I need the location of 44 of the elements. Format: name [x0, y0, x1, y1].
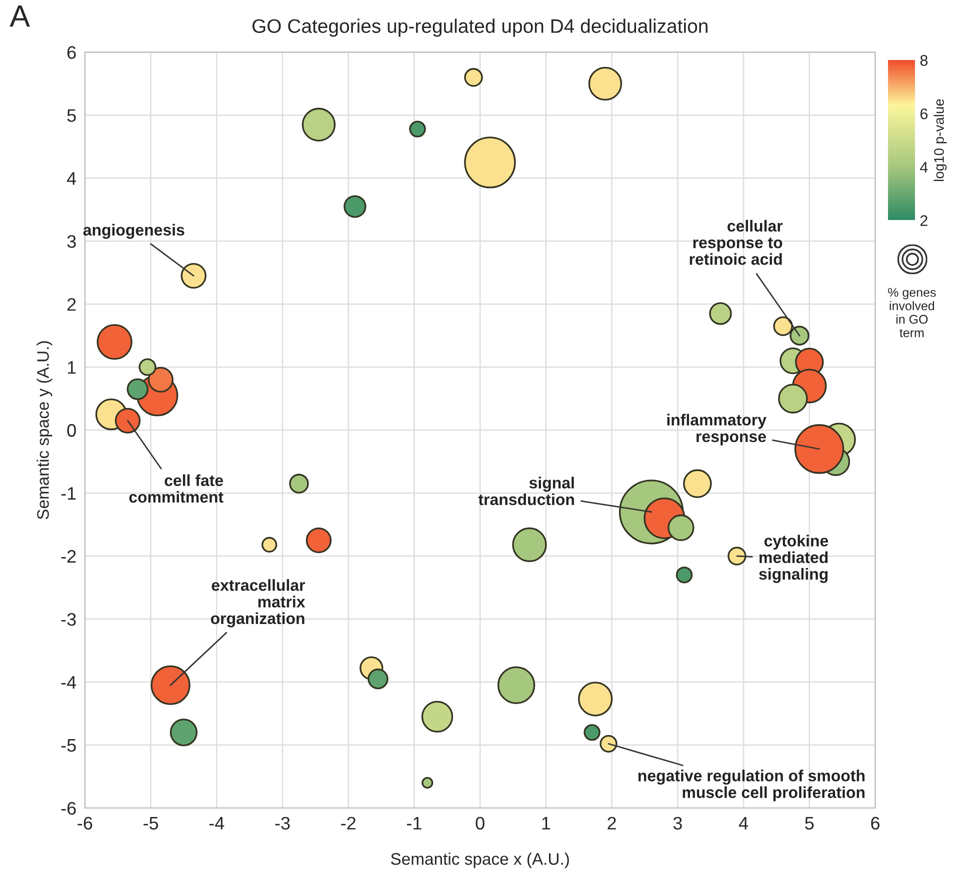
y-tick-label: -2 [61, 550, 76, 563]
y-tick-label: 2 [67, 298, 76, 311]
annotation: cellular response to retinoic acid [690, 220, 783, 265]
annotation: inflammatory response [667, 414, 766, 446]
y-axis-title: Semantic space y (A.U.) [36, 341, 52, 520]
x-tick-label: -2 [341, 816, 356, 830]
y-tick-label: 0 [67, 424, 76, 437]
x-tick-label: 1 [542, 817, 550, 830]
color-bar-label: 8 [920, 55, 928, 66]
text: A [10, 6, 30, 27]
color-bar-label: 2 [920, 215, 928, 226]
color-bar-title: log10 p-value [934, 99, 947, 182]
text: % genes involved in GO term [888, 288, 936, 338]
x-tick-label: 6 [871, 816, 880, 830]
annotation: signal transduction [478, 476, 574, 506]
x-tick-label: -5 [144, 817, 158, 830]
x-tick-label: 2 [608, 816, 616, 830]
y-tick-label: -4 [61, 676, 76, 689]
y-tick-label: 5 [67, 109, 76, 122]
y-tick-label: 6 [67, 46, 76, 59]
annotation: cell fate commitment [129, 474, 224, 503]
annotation: angiogenesis [83, 224, 184, 239]
y-tick-label: -3 [61, 612, 76, 626]
color-bar-label: 6 [920, 108, 928, 120]
y-tick-label: 3 [67, 235, 76, 248]
x-axis-title: Semantic space x (A.U.) [391, 852, 569, 868]
x-tick-label: -6 [78, 816, 92, 830]
x-tick-label: -1 [407, 817, 422, 830]
color-bar-label: 4 [920, 162, 928, 173]
annotation: negative regulation of smooth muscle cell proliferation [638, 770, 864, 802]
x-tick-label: 4 [738, 817, 748, 830]
chart-title: GO Categories up-regulated upon D4 decidualization [252, 18, 708, 37]
y-tick-label: -5 [61, 739, 76, 752]
x-tick-label: -4 [209, 817, 224, 830]
x-tick-label: 3 [673, 816, 682, 830]
y-tick-label: -1 [61, 487, 76, 500]
annotation: cytokine mediated signaling [759, 534, 828, 583]
y-tick-label: -6 [61, 802, 76, 815]
x-tick-label: 5 [805, 817, 814, 830]
x-tick-label: -3 [275, 816, 290, 830]
annotation: extracellular matrix organization [210, 579, 306, 628]
y-tick-label: 4 [66, 172, 76, 185]
y-tick-label: 1 [68, 361, 76, 374]
x-tick-label: 0 [476, 816, 484, 830]
